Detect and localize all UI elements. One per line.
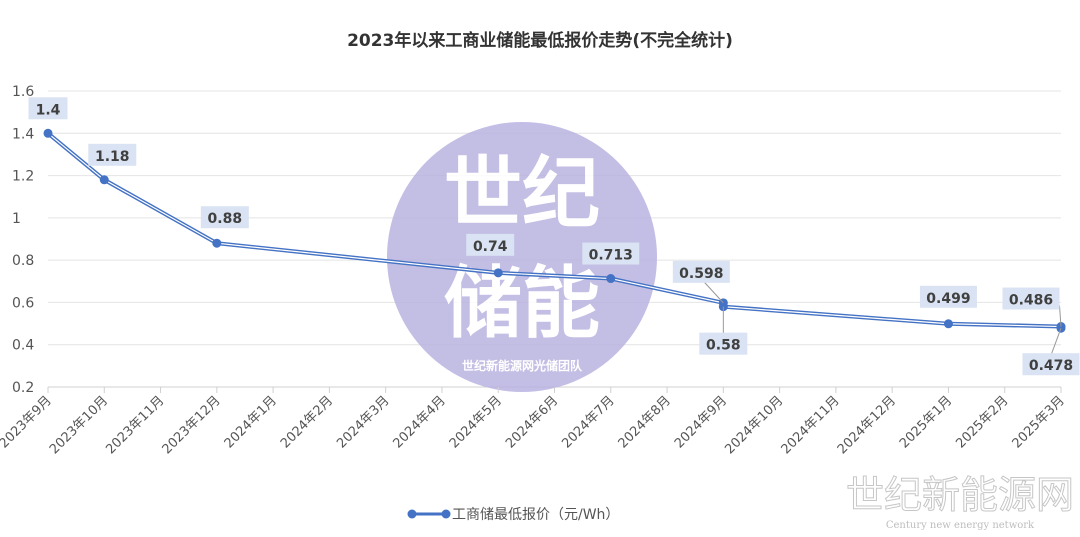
data-point: [99, 175, 109, 185]
data-label: 0.499: [926, 291, 970, 307]
data-label-box: [582, 242, 640, 265]
leader-line: [1050, 328, 1062, 356]
corner-watermark-text: 世纪新能源网: [846, 473, 1074, 517]
corner-watermark-en: Century new energy network: [886, 520, 1035, 531]
x-tick-label: 2024年5月: [447, 393, 505, 451]
y-tick-label: 0.4: [12, 338, 34, 354]
data-label-box: [200, 206, 249, 229]
x-axis: 2023年9月2023年10月2023年11月2023年12月2024年1月20…: [0, 387, 1068, 457]
y-tick-label: 0.6: [12, 295, 34, 311]
x-tick-label: 2024年12月: [835, 393, 899, 457]
series-line-inner: [47, 132, 1062, 329]
watermark-sub: 世纪新能源网光储团队: [462, 358, 583, 373]
x-tick-label: 2024年7月: [559, 393, 617, 451]
corner-watermark: 世纪新能源网 Century new energy network: [845, 473, 1074, 532]
data-label-box: [1022, 353, 1080, 376]
x-tick-label: 2023年10月: [47, 393, 111, 457]
x-tick-label: 2023年11月: [103, 393, 167, 457]
data-label-box: [672, 260, 730, 283]
data-label-box: [88, 143, 137, 166]
data-label: 0.713: [589, 248, 633, 264]
x-tick-label: 2024年2月: [278, 393, 336, 451]
data-point: [212, 238, 222, 248]
legend-marker: [441, 509, 451, 519]
x-tick-label: 2023年9月: [0, 393, 55, 451]
legend: 工商储最低报价（元/Wh）: [407, 507, 619, 523]
data-label-box: [466, 233, 515, 256]
data-label-box: [28, 97, 68, 120]
leader-line: [1059, 305, 1062, 327]
x-tick-label: 2023年12月: [160, 393, 224, 457]
x-tick-label: 2024年9月: [672, 393, 730, 451]
data-point: [43, 128, 53, 138]
data-label: 0.74: [473, 239, 508, 255]
data-label: 0.598: [679, 266, 723, 282]
data-label: 0.58: [706, 338, 741, 354]
data-point: [606, 274, 616, 284]
y-tick-label: 0.8: [12, 253, 34, 269]
y-tick-label: 1: [12, 211, 21, 227]
data-label: 0.88: [208, 211, 243, 227]
y-tick-label: 1.6: [12, 84, 34, 100]
data-label: 0.478: [1029, 358, 1073, 374]
x-tick-label: 2025年3月: [1010, 393, 1068, 451]
data-label-box: [1002, 287, 1060, 310]
data-label: 1.4: [36, 102, 61, 118]
x-tick-label: 2024年1月: [222, 393, 280, 451]
x-tick-label: 2024年11月: [779, 393, 843, 457]
x-tick-label: 2024年10月: [722, 393, 786, 457]
legend-label: 工商储最低报价（元/Wh）: [452, 507, 619, 523]
data-label-box: [699, 332, 748, 355]
y-tick-label: 1.2: [12, 169, 34, 185]
watermark-circle: [387, 122, 657, 392]
x-tick-label: 2025年1月: [897, 393, 955, 451]
y-tick-label: 1.4: [12, 126, 34, 142]
y-axis: 0.2 0.4 0.6 0.8 1 1.2 1.4 1.6: [12, 84, 34, 396]
data-point: [943, 319, 953, 329]
data-labels: 1.4 1.18 0.88 0.74 0.713 0.598 0.58 0.499 0.486 0…: [28, 97, 1080, 376]
data-label: 0.486: [1009, 293, 1053, 309]
data-point: [493, 268, 503, 278]
x-tick-label: 2024年4月: [391, 393, 449, 451]
data-label: 1.18: [95, 149, 130, 165]
watermark-text-1: 世纪: [444, 149, 600, 239]
series-line: [43, 128, 1066, 333]
legend-marker: [407, 509, 417, 519]
y-tick-label: 0.2: [12, 380, 34, 396]
x-tick-label: 2024年3月: [334, 393, 392, 451]
x-tick-label: 2025年2月: [953, 393, 1011, 451]
x-tick-label: 2024年6月: [503, 393, 561, 451]
x-tick-label: 2024年8月: [616, 393, 674, 451]
chart-title: 2023年以来工商业储能最低报价走势(不完全统计): [347, 30, 733, 51]
data-label-box: [919, 285, 977, 308]
